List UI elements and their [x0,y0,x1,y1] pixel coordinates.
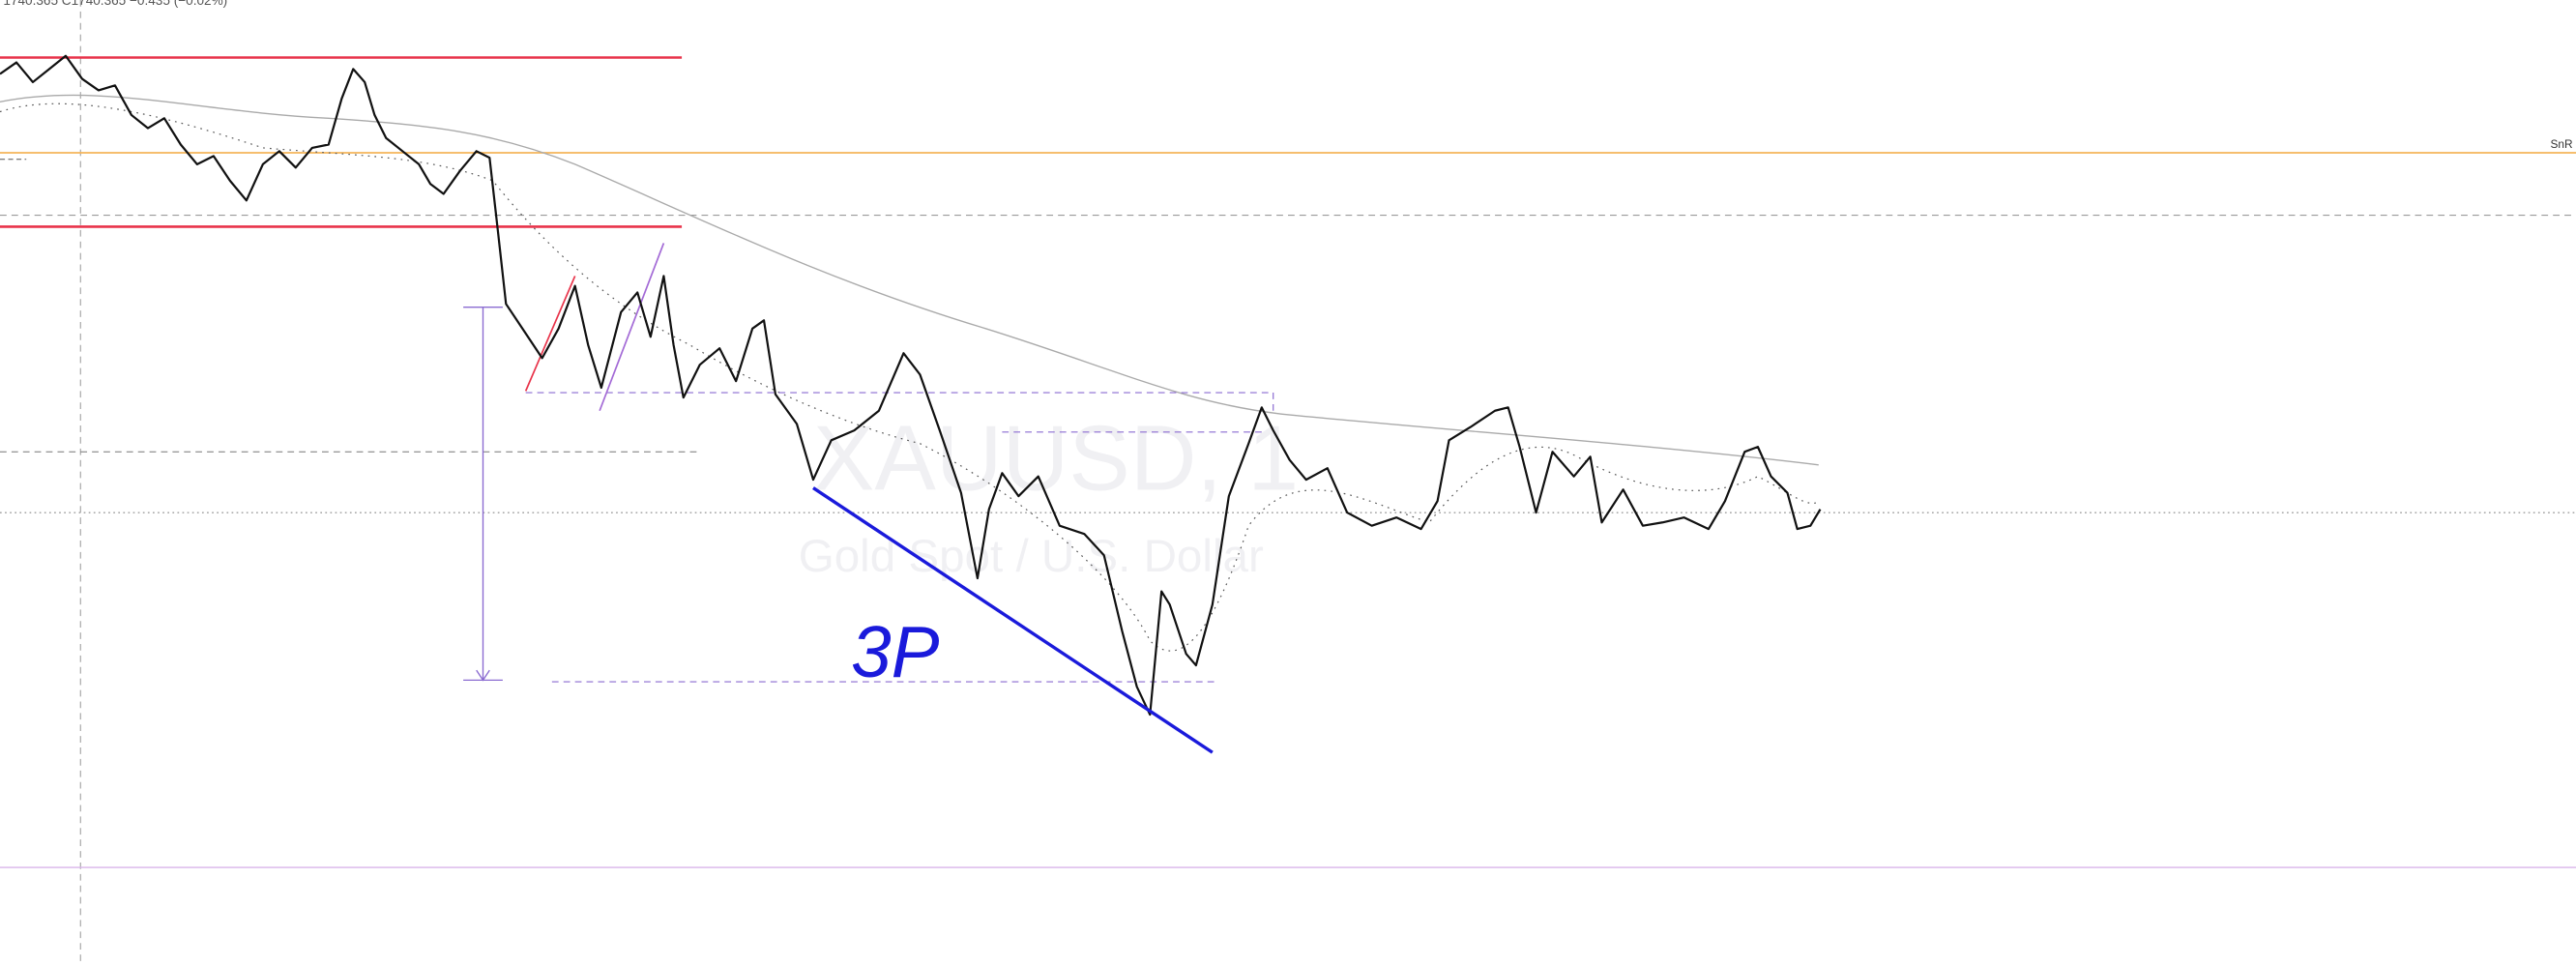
moving-average [0,94,1819,466]
zigzag [599,243,665,412]
snr-label: SnR [2550,137,2573,151]
trend-line [812,486,1214,754]
zigzag [524,276,576,392]
measure-arrow [476,669,490,682]
watermark-symbol: XAUUSD, 1 [813,407,1299,510]
price-series [0,54,1822,717]
handwritten-note: 3P [851,611,940,692]
watermark-description: Gold Spot / U.S. Dollar [799,531,1264,582]
ohlc-legend: 1740.365 C1740.365 −0.435 (−0.02%) [3,0,227,8]
moving-average [0,102,1821,652]
